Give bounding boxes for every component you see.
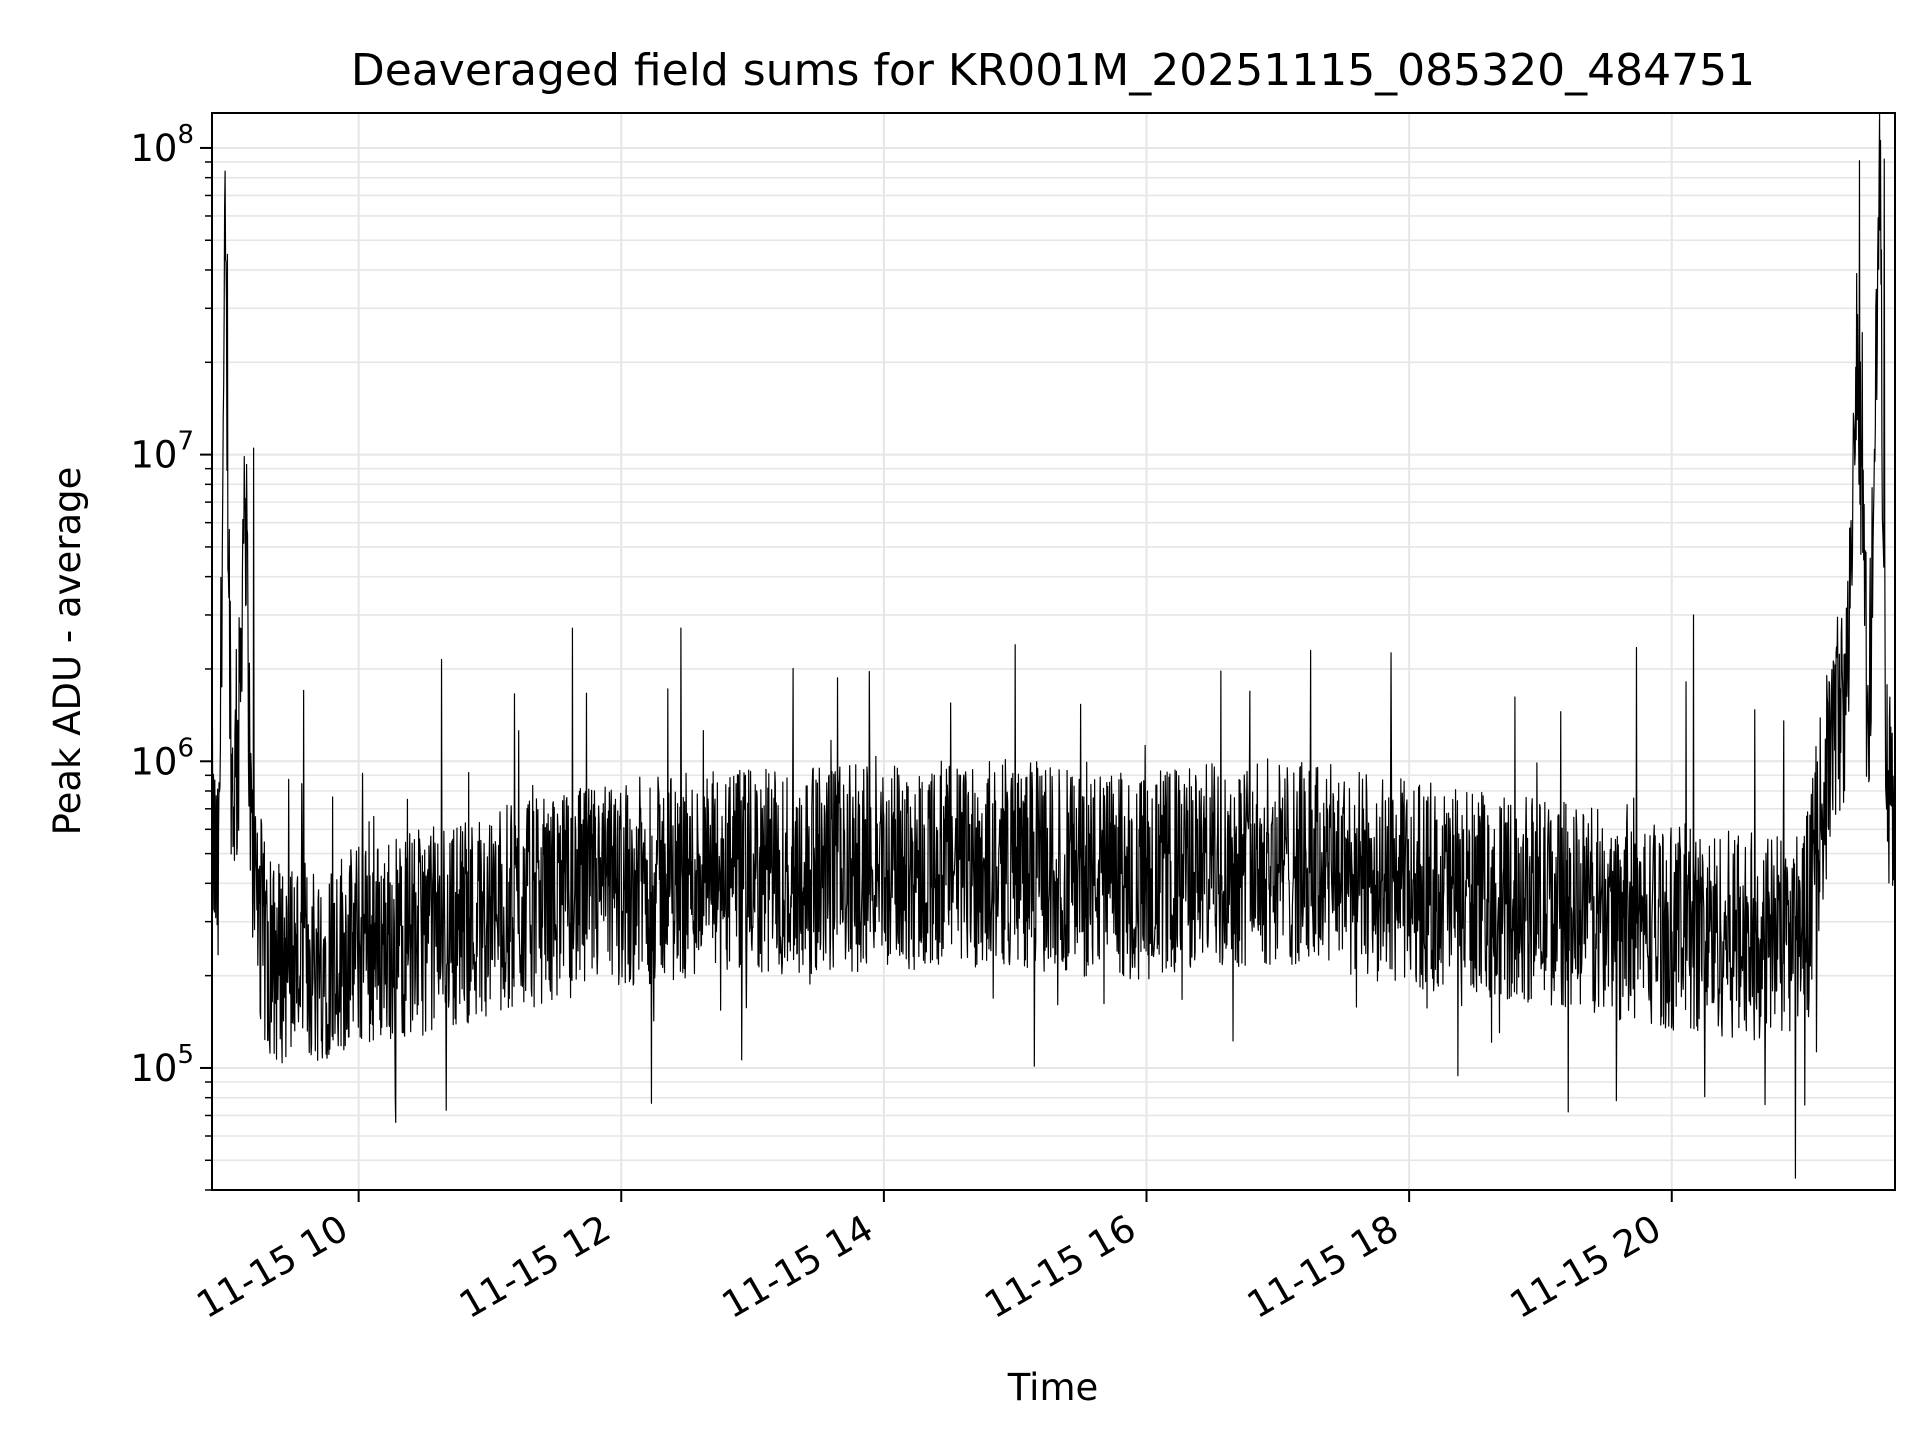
plot-frame (211, 112, 1896, 1191)
grid (212, 113, 1895, 1191)
chart-title: Deaveraged field sums for KR001M_2025111… (351, 45, 1755, 96)
series-line (211, 112, 1896, 1179)
y-axis-label: Peak ADU - average (46, 467, 89, 836)
series-layer (211, 112, 1896, 1179)
y-tick-label: 106 (130, 733, 194, 783)
y-axis: 105 106 107 108 (130, 120, 212, 1191)
y-tick-label: 107 (130, 427, 194, 477)
x-axis-label: Time (1007, 1366, 1099, 1409)
y-tick-label: 108 (130, 120, 194, 170)
y-tick-label: 105 (130, 1040, 194, 1090)
